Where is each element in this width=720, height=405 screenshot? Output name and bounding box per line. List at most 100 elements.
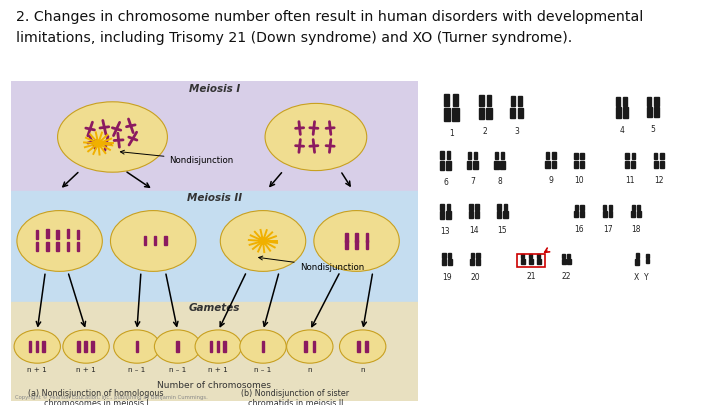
Bar xyxy=(575,211,578,217)
Text: 3: 3 xyxy=(514,126,519,136)
Bar xyxy=(574,161,578,168)
Bar xyxy=(446,211,451,219)
Bar xyxy=(356,233,358,242)
Text: Gametes: Gametes xyxy=(189,303,240,313)
Bar xyxy=(562,254,565,258)
Text: 17: 17 xyxy=(603,225,613,234)
Bar xyxy=(476,259,480,265)
Text: 2: 2 xyxy=(483,128,487,136)
Bar xyxy=(78,341,80,352)
Text: 21: 21 xyxy=(526,273,536,281)
Bar xyxy=(154,237,156,245)
Ellipse shape xyxy=(17,211,102,271)
Bar xyxy=(467,152,471,159)
Bar xyxy=(646,254,649,258)
Text: 19: 19 xyxy=(442,273,451,282)
Bar xyxy=(608,211,612,217)
Text: 16: 16 xyxy=(575,226,584,234)
Text: Meiosis II: Meiosis II xyxy=(186,193,242,203)
Ellipse shape xyxy=(63,330,109,363)
Bar xyxy=(580,153,584,159)
Bar xyxy=(475,211,480,218)
Bar xyxy=(442,259,446,265)
Bar xyxy=(91,341,94,352)
Bar xyxy=(35,341,38,352)
Bar xyxy=(625,161,629,168)
Bar xyxy=(562,259,566,264)
Bar xyxy=(446,161,451,170)
Bar xyxy=(654,161,657,168)
Bar xyxy=(67,242,69,251)
Bar xyxy=(518,108,523,119)
Bar xyxy=(660,153,664,159)
Bar xyxy=(631,205,635,210)
Bar xyxy=(510,96,515,106)
Text: 1: 1 xyxy=(449,129,454,138)
Bar xyxy=(660,161,664,168)
Bar xyxy=(616,107,621,118)
Bar xyxy=(477,254,480,258)
Bar xyxy=(448,253,451,258)
Bar xyxy=(67,230,69,239)
Text: n – 1: n – 1 xyxy=(128,367,145,373)
Bar xyxy=(498,204,501,210)
Bar xyxy=(444,94,449,106)
Bar xyxy=(580,205,583,210)
Text: 12: 12 xyxy=(654,175,664,185)
Bar xyxy=(609,205,612,210)
Bar xyxy=(356,240,358,249)
Text: 4: 4 xyxy=(619,126,624,135)
Bar xyxy=(580,161,585,168)
Bar xyxy=(624,96,627,106)
Bar xyxy=(36,230,38,239)
Bar xyxy=(516,254,545,266)
Bar xyxy=(441,151,444,159)
Bar xyxy=(84,341,87,352)
Bar xyxy=(346,240,348,249)
Bar xyxy=(487,95,491,106)
Bar xyxy=(29,341,31,352)
Bar xyxy=(346,233,348,242)
Ellipse shape xyxy=(265,103,366,171)
Text: 8: 8 xyxy=(497,177,502,186)
Bar xyxy=(552,161,556,168)
Text: 2. Changes in chromosome number often result in human disorders with development: 2. Changes in chromosome number often re… xyxy=(16,10,643,24)
Text: n: n xyxy=(307,367,312,373)
Text: n + 1: n + 1 xyxy=(27,367,47,373)
Bar xyxy=(366,233,368,242)
Bar xyxy=(546,152,549,159)
Text: 11: 11 xyxy=(626,176,635,185)
Bar xyxy=(77,230,79,239)
Text: 14: 14 xyxy=(469,226,479,235)
Bar xyxy=(470,259,474,265)
Bar xyxy=(497,211,501,218)
Ellipse shape xyxy=(114,330,160,363)
Bar xyxy=(631,211,635,217)
Bar xyxy=(495,152,498,159)
Bar xyxy=(312,341,315,352)
Bar xyxy=(440,211,444,219)
Bar xyxy=(56,230,59,239)
Bar xyxy=(469,204,472,210)
Bar xyxy=(603,205,606,210)
Bar xyxy=(494,161,498,169)
Bar xyxy=(537,259,541,264)
Text: limitations, including Trisomy 21 (Down syndrome) and XO (Turner syndrome).: limitations, including Trisomy 21 (Down … xyxy=(16,31,572,45)
Bar xyxy=(487,108,492,119)
Bar xyxy=(444,108,450,121)
Bar xyxy=(546,161,549,168)
Bar xyxy=(474,161,478,169)
Bar xyxy=(626,153,629,159)
Ellipse shape xyxy=(154,330,201,363)
Text: 10: 10 xyxy=(575,176,584,185)
Ellipse shape xyxy=(240,330,287,363)
Bar xyxy=(164,237,166,245)
Bar xyxy=(647,107,652,117)
Bar xyxy=(654,107,659,117)
Bar xyxy=(46,242,48,251)
Text: (b) Nondisjunction of sister
chromatids in meiosis II: (b) Nondisjunction of sister chromatids … xyxy=(241,389,350,405)
Bar xyxy=(11,192,418,302)
Bar xyxy=(503,204,508,210)
Bar xyxy=(469,211,473,218)
Bar xyxy=(11,81,418,192)
